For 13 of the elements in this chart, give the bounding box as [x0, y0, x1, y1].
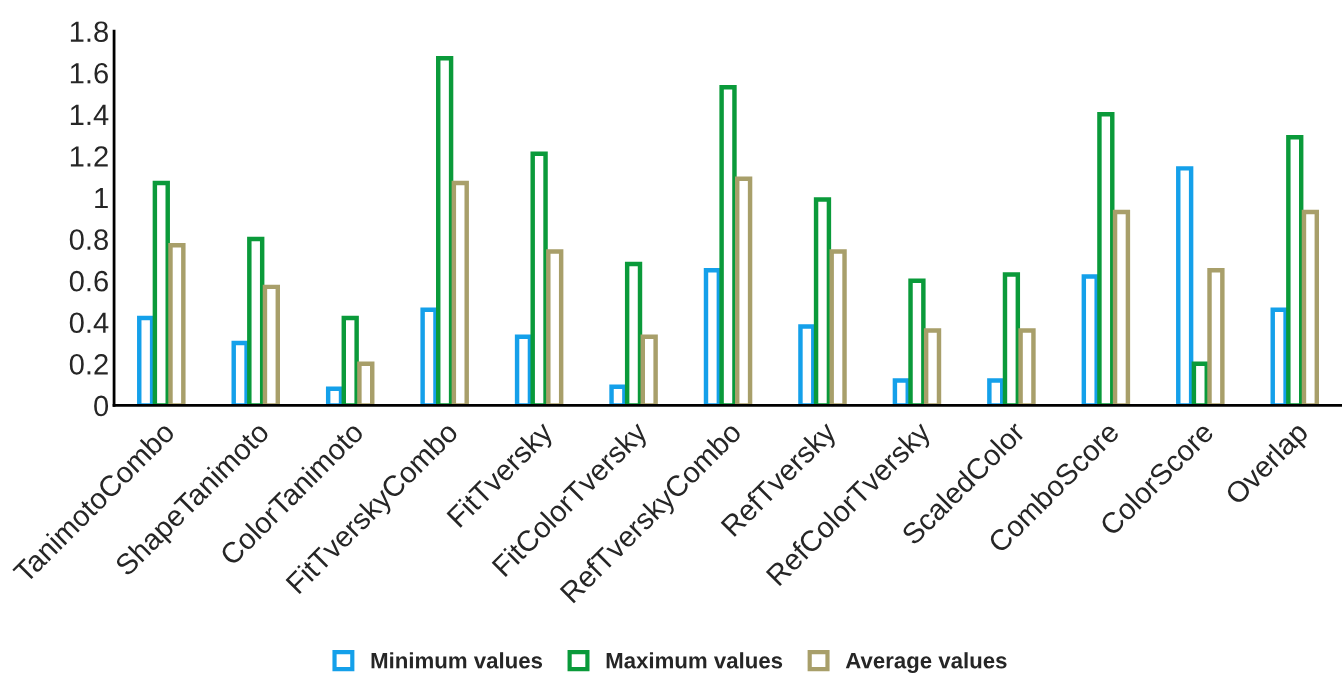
y-tick-label: 1.6 — [70, 62, 108, 84]
y-tick-label: 0.2 — [69, 354, 108, 375]
y-tick-label: 0.6 — [69, 270, 108, 292]
y-tick-label: 1.4 — [70, 104, 109, 125]
legend-label: Average values — [845, 652, 1007, 673]
y-tick-label: 1.2 — [70, 146, 108, 167]
legend-label: Minimum values — [371, 652, 543, 669]
legend-label: Maximum values — [606, 652, 783, 669]
y-tick-label: 0.4 — [69, 312, 109, 334]
y-tick-label: 0 — [94, 395, 109, 417]
y-tick-label: 1.8 — [70, 21, 108, 43]
y-tick-label: 1 — [95, 188, 108, 209]
y-tick-label: 0.8 — [69, 229, 108, 250]
